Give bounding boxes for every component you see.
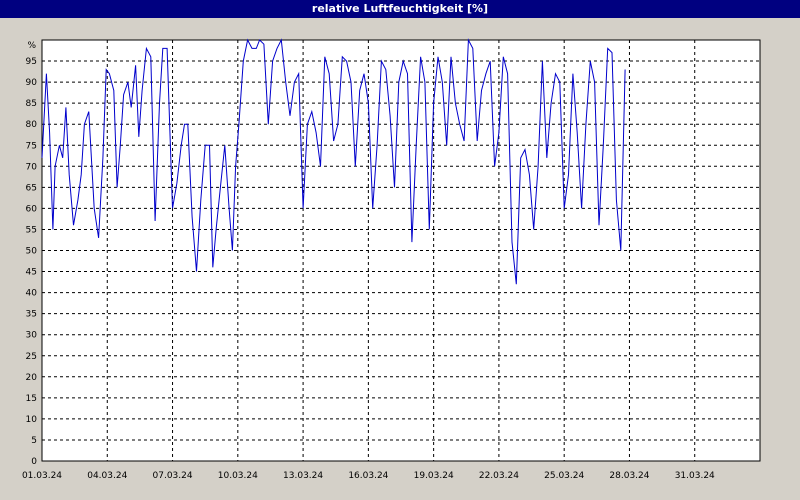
x-tick-label: 04.03.24 xyxy=(87,471,127,481)
y-tick-label: 40 xyxy=(26,289,38,299)
x-tick-label: 07.03.24 xyxy=(153,471,193,481)
y-tick-label: 10 xyxy=(26,415,38,425)
y-unit-label: % xyxy=(27,41,36,51)
x-tick-label: 16.03.24 xyxy=(348,471,388,481)
y-tick-label: 15 xyxy=(26,394,37,404)
plot-area xyxy=(41,39,761,462)
y-tick-label: 55 xyxy=(26,225,37,235)
x-tick-label: 01.03.24 xyxy=(22,471,62,481)
y-tick-label: 30 xyxy=(26,331,38,341)
x-tick-label: 22.03.24 xyxy=(479,471,519,481)
x-tick-label: 13.03.24 xyxy=(283,471,323,481)
x-tick-label: 31.03.24 xyxy=(675,471,715,481)
x-tick-label: 25.03.24 xyxy=(544,471,584,481)
y-tick-labels: 0 5 10 15 20 25 30 35 40 45 50 55 60 65 70 75 80 85 90 95 xyxy=(26,57,38,467)
x-tick-label: 19.03.24 xyxy=(414,471,454,481)
y-tick-label: 80 xyxy=(26,120,38,130)
y-tick-label: 60 xyxy=(26,204,38,214)
y-tick-label: 70 xyxy=(26,162,38,172)
y-tick-label: 20 xyxy=(26,373,38,383)
x-tick-label: 28.03.24 xyxy=(609,471,649,481)
y-tick-label: 0 xyxy=(31,457,37,467)
y-tick-label: 85 xyxy=(26,99,37,109)
humidity-series-line xyxy=(41,38,626,285)
y-tick-label: 50 xyxy=(26,247,38,257)
x-tick-labels: 01.03.24 04.03.24 07.03.24 10.03.24 13.03.24… xyxy=(22,471,715,481)
x-tick-label: 10.03.24 xyxy=(218,471,258,481)
chart-title: relative Luftfeuchtigkeit [%] xyxy=(0,0,800,18)
y-tick-label: 25 xyxy=(26,352,37,362)
y-tick-label: 5 xyxy=(31,436,37,446)
y-tick-label: 65 xyxy=(26,183,37,193)
y-tick-label: 45 xyxy=(26,268,37,278)
x-gridlines xyxy=(106,40,696,461)
y-tick-label: 95 xyxy=(26,57,37,67)
y-tick-label: 75 xyxy=(26,141,37,151)
y-tick-label: 35 xyxy=(26,310,37,320)
y-tick-label: 90 xyxy=(26,78,38,88)
